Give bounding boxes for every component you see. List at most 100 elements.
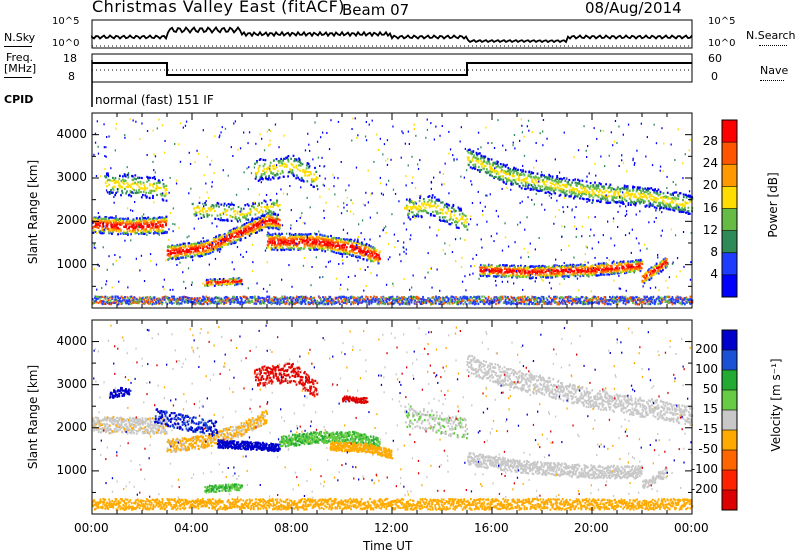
scatter-cell — [361, 254, 363, 256]
scatter-cell — [262, 211, 264, 213]
scatter-cell — [279, 236, 281, 238]
scatter-cell — [532, 271, 534, 273]
scatter-cell — [167, 254, 169, 256]
scatter-cell — [431, 197, 433, 199]
scatter-cell — [223, 205, 225, 207]
scatter-cell — [336, 252, 338, 254]
scatter-cell — [125, 226, 127, 228]
scatter-cell — [265, 159, 267, 161]
scatter-cell — [272, 233, 274, 235]
scatter-cell — [417, 208, 419, 210]
scatter-cell — [551, 193, 553, 195]
scatter-cell — [139, 217, 141, 219]
scatter-cell — [206, 240, 208, 242]
scatter-cell — [369, 253, 371, 255]
scatter-cell — [118, 221, 120, 223]
scatter-cell — [629, 190, 631, 192]
scatter-cell — [252, 229, 254, 231]
scatter-cell — [506, 264, 508, 266]
scatter-cell — [569, 189, 571, 191]
scatter-cell — [202, 207, 204, 209]
scatter-cell — [600, 183, 602, 185]
scatter-cell — [498, 268, 500, 270]
scatter-cell — [254, 224, 256, 226]
scatter-cell — [580, 184, 582, 186]
scatter-cell — [341, 238, 343, 240]
scatter-cell — [116, 224, 118, 226]
scatter-cell — [258, 170, 260, 172]
scatter-cell — [584, 264, 586, 266]
scatter-cell — [240, 238, 242, 240]
scatter-cell — [466, 221, 468, 223]
scatter-cell — [255, 221, 257, 223]
scatter-cell — [145, 192, 147, 194]
scatter-cell — [428, 212, 430, 214]
scatter-cell — [272, 217, 274, 219]
scatter-cell — [661, 207, 663, 209]
scatter-cell — [313, 186, 315, 188]
scatter-cell — [640, 267, 642, 269]
scatter-cell — [286, 164, 288, 166]
scatter-cell — [108, 299, 110, 301]
scatter-cell — [333, 251, 335, 253]
scatter-cell — [292, 164, 294, 166]
scatter-cell — [589, 199, 591, 201]
scatter-cell — [203, 297, 205, 299]
scatter-cell — [511, 265, 513, 267]
scatter-cell — [237, 281, 239, 283]
scatter-cell — [374, 247, 376, 249]
scatter-cell — [425, 207, 427, 209]
scatter-cell — [626, 272, 628, 274]
scatter-cell — [663, 200, 665, 202]
scatter-cell — [432, 211, 434, 213]
scatter-cell — [537, 173, 539, 175]
scatter-cell — [578, 267, 580, 269]
scatter-cell — [275, 222, 277, 224]
scatter-cell — [615, 192, 617, 194]
scatter-cell — [237, 298, 239, 300]
scatter-cell — [360, 249, 362, 251]
scatter-cell — [199, 210, 201, 212]
scatter-cell — [515, 168, 517, 170]
scatter-cell — [545, 192, 547, 194]
scatter-cell — [300, 164, 302, 166]
scatter-cell — [134, 174, 136, 176]
scatter-cell — [185, 296, 187, 298]
scatter-cell — [661, 265, 663, 267]
scatter-cell — [249, 214, 251, 216]
scatter-cell — [616, 201, 618, 203]
scatter-cell — [191, 256, 193, 258]
scatter-cell — [176, 254, 178, 256]
scatter-cell — [658, 194, 660, 196]
scatter-cell — [96, 301, 98, 303]
scatter-cell — [419, 197, 421, 199]
scatter-cell — [271, 244, 273, 246]
scatter-cell — [551, 269, 553, 271]
scatter-cell — [139, 191, 141, 193]
scatter-cell — [528, 171, 530, 173]
scatter-cell — [635, 204, 637, 206]
scatter-cell — [122, 218, 124, 220]
scatter-cell — [220, 298, 222, 300]
scatter-cell — [274, 168, 276, 170]
scatter-cell — [455, 210, 457, 212]
scatter-cell — [468, 157, 470, 159]
scatter-cell — [635, 196, 637, 198]
scatter-cell — [140, 181, 142, 183]
scatter-cell — [526, 276, 528, 278]
scatter-cell — [122, 175, 124, 177]
scatter-cell — [404, 207, 406, 209]
scatter-cell — [473, 154, 475, 156]
scatter-cell — [468, 151, 470, 153]
scatter-cell — [218, 206, 220, 208]
scatter-cell — [350, 240, 352, 242]
scatter-cell — [259, 179, 261, 181]
scatter-cell — [408, 213, 410, 215]
scatter-cell — [416, 213, 418, 215]
scatter-cell — [521, 179, 523, 181]
scatter-cell — [481, 267, 483, 269]
scatter-cell — [564, 275, 566, 277]
scatter-cell — [284, 163, 286, 165]
scatter-cell — [662, 269, 664, 271]
scatter-cell — [485, 165, 487, 167]
